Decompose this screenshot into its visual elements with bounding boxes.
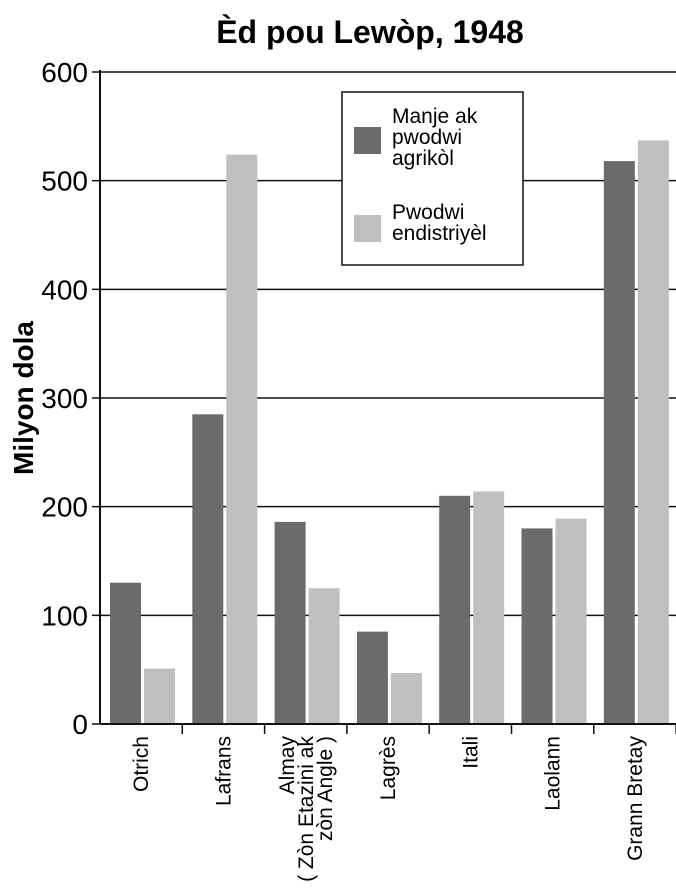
bar-series1-cat6 <box>521 528 553 724</box>
category-label: Lagrès <box>377 736 400 800</box>
category-label: Itali <box>459 736 482 769</box>
bar-series2-cat2 <box>226 154 258 724</box>
bar-series1-cat4 <box>356 631 388 724</box>
y-tick-labels: 0 100 200 300 400 500 600 <box>41 57 88 740</box>
bar-series1-cat5 <box>439 495 471 724</box>
y-tick-label: 500 <box>41 166 88 197</box>
legend-swatch-series1 <box>354 127 381 154</box>
category-label-line: Almay <box>276 736 299 795</box>
legend-label-line: Pwodwi <box>392 201 464 224</box>
y-tick-label: 300 <box>41 383 88 414</box>
category-label-line: Laolann <box>542 736 565 811</box>
legend-label-line: endistriyèl <box>392 222 487 245</box>
category-label-line: Lafrans <box>212 736 235 806</box>
category-label-line: Grann Bretay <box>624 736 647 861</box>
y-tick-label: 600 <box>41 57 88 88</box>
y-axis-label: Milyon dola <box>8 321 39 475</box>
category-label: Lafrans <box>212 736 235 806</box>
bar-series2-cat1 <box>144 668 175 724</box>
category-label-line: Lagrès <box>377 736 400 800</box>
chart-title: Èd pou Lewòp, 1948 <box>216 14 524 50</box>
axes <box>92 70 676 734</box>
legend-label-line: pwodwi <box>392 126 462 149</box>
legend-label-line: agrikòl <box>392 147 454 170</box>
y-tick-label: 100 <box>41 600 88 631</box>
bar-series1-cat1 <box>110 582 141 724</box>
bar-series2-cat3 <box>308 588 340 724</box>
category-label: Grann Bretay <box>624 736 647 861</box>
legend-swatch-series2 <box>354 215 381 242</box>
bar-series1-cat7 <box>603 161 635 724</box>
category-label-line: Otrich <box>130 736 153 792</box>
bars <box>110 140 669 724</box>
category-label-line: zòn Angle ) <box>314 736 337 841</box>
legend-label-line: Manje ak <box>392 105 478 128</box>
bar-series2-cat6 <box>555 518 587 724</box>
bar-series1-cat3 <box>274 521 306 724</box>
category-label-line: Itali <box>459 736 482 769</box>
y-tick-label: 400 <box>41 274 88 305</box>
bar-series2-cat7 <box>637 140 669 724</box>
bar-series1-cat2 <box>192 414 224 724</box>
bar-series2-cat5 <box>473 491 505 724</box>
category-label: Otrich <box>130 736 153 792</box>
category-label-line: ( Zòn Etazini ak <box>295 736 318 882</box>
y-tick-label: 0 <box>72 709 88 740</box>
bar-series2-cat4 <box>390 672 422 724</box>
category-label: Laolann <box>542 736 565 811</box>
y-tick-label: 200 <box>41 492 88 523</box>
